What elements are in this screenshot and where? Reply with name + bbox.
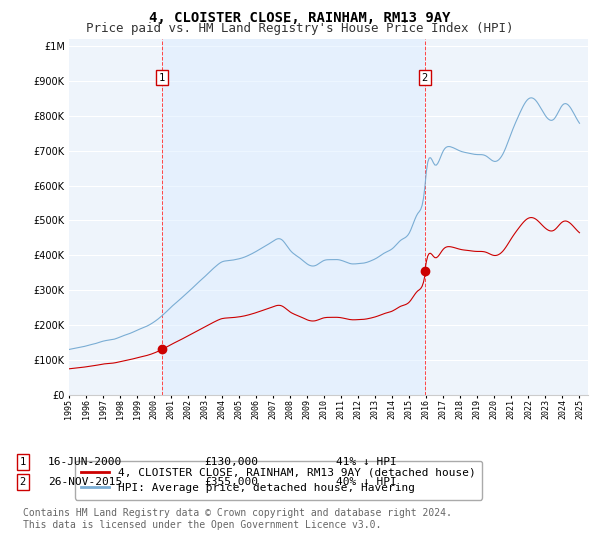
Text: Price paid vs. HM Land Registry's House Price Index (HPI): Price paid vs. HM Land Registry's House … — [86, 22, 514, 35]
Text: 2: 2 — [20, 477, 26, 487]
Legend: 4, CLOISTER CLOSE, RAINHAM, RM13 9AY (detached house), HPI: Average price, detac: 4, CLOISTER CLOSE, RAINHAM, RM13 9AY (de… — [74, 461, 482, 500]
Text: 2: 2 — [422, 73, 428, 82]
Bar — [162, 39, 425, 395]
Text: 40% ↓ HPI: 40% ↓ HPI — [336, 477, 397, 487]
Text: 26-NOV-2015: 26-NOV-2015 — [48, 477, 122, 487]
Text: Contains HM Land Registry data © Crown copyright and database right 2024.
This d: Contains HM Land Registry data © Crown c… — [23, 508, 452, 530]
Text: 16-JUN-2000: 16-JUN-2000 — [48, 457, 122, 467]
Text: £130,000: £130,000 — [204, 457, 258, 467]
Text: £355,000: £355,000 — [204, 477, 258, 487]
Text: 4, CLOISTER CLOSE, RAINHAM, RM13 9AY: 4, CLOISTER CLOSE, RAINHAM, RM13 9AY — [149, 11, 451, 25]
Text: 1: 1 — [20, 457, 26, 467]
Text: 41% ↓ HPI: 41% ↓ HPI — [336, 457, 397, 467]
Text: 1: 1 — [159, 73, 165, 82]
